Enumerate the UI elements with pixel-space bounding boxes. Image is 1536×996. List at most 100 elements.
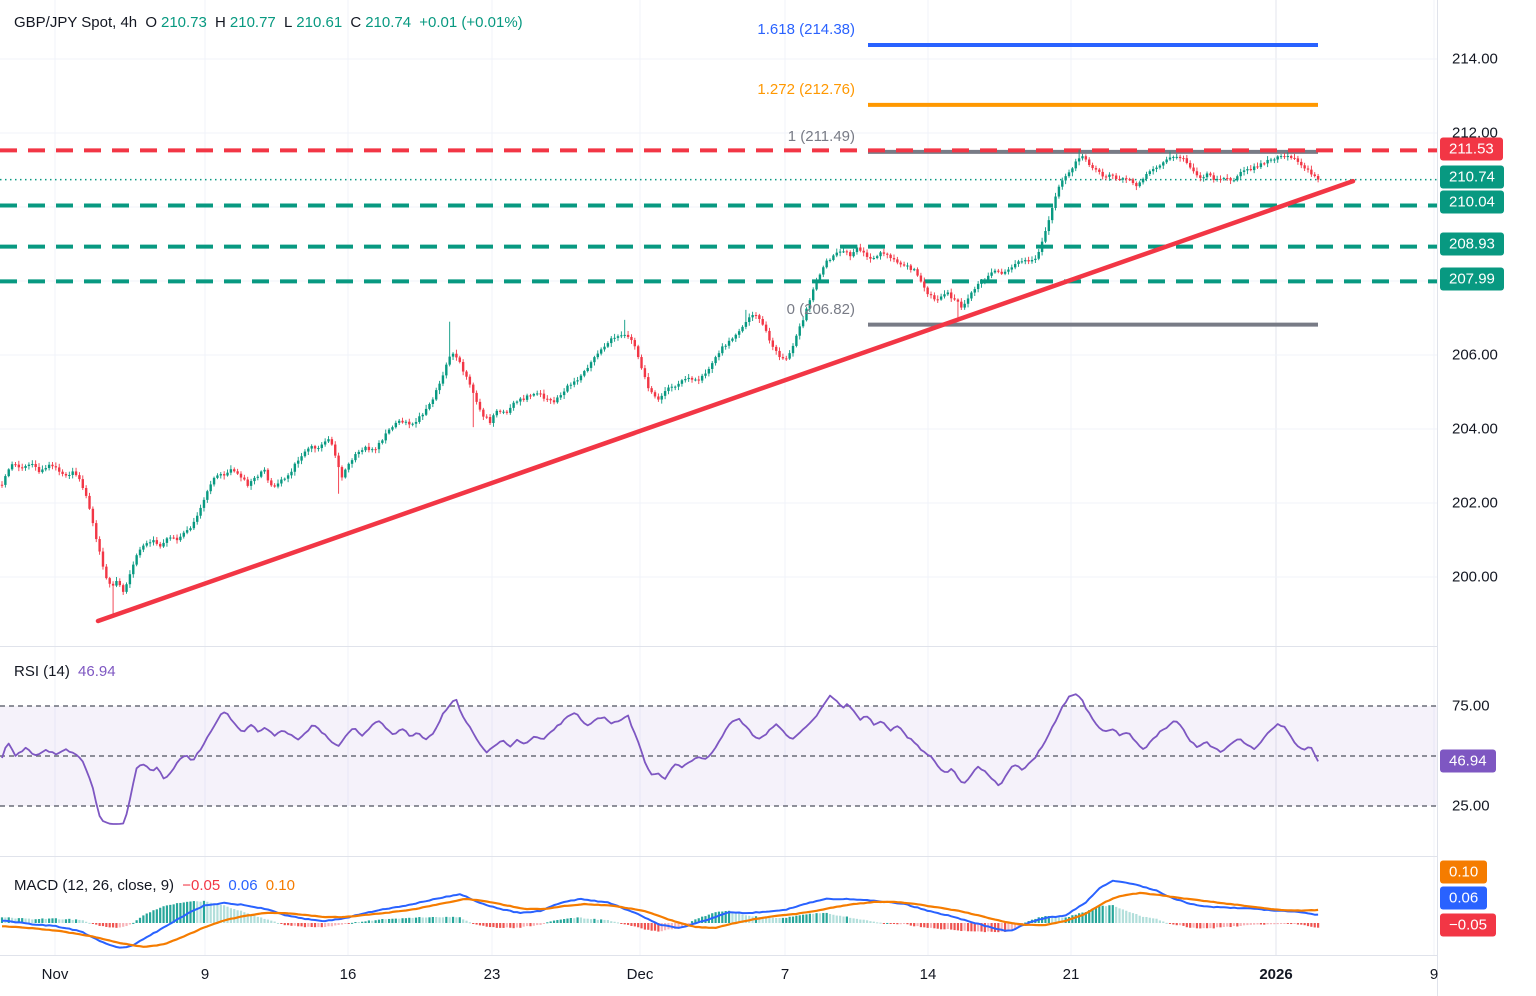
candle-body bbox=[179, 536, 182, 541]
macd-histogram-bar bbox=[943, 923, 946, 930]
rsi-legend[interactable]: RSI (14) 46.94 bbox=[14, 663, 120, 680]
price-badge[interactable]: 211.53 bbox=[1440, 137, 1503, 161]
macd-histogram-bar bbox=[1310, 923, 1313, 927]
macd-histogram-bar bbox=[835, 915, 838, 923]
time-axis-label[interactable]: 23 bbox=[483, 966, 501, 983]
pane-divider-rsi-macd[interactable] bbox=[0, 856, 1437, 857]
candle-body bbox=[515, 401, 519, 403]
macd-histogram-bar bbox=[781, 917, 785, 923]
candle-body bbox=[1024, 260, 1027, 262]
candle-body bbox=[397, 420, 401, 423]
candle-body bbox=[435, 390, 438, 400]
trend-line[interactable] bbox=[95, 178, 1356, 624]
macd-histogram-bar bbox=[1313, 923, 1316, 928]
candle-body bbox=[1061, 180, 1064, 187]
price-axis-label: 204.00 bbox=[1452, 420, 1498, 438]
macd-histogram-bar bbox=[724, 910, 727, 923]
macd-histogram-bar bbox=[802, 914, 805, 923]
candle-body bbox=[754, 315, 758, 317]
price-badge[interactable]: 0.10 bbox=[1440, 860, 1488, 884]
macd-histogram-bar bbox=[98, 923, 101, 926]
macd-histogram-bar bbox=[909, 923, 912, 926]
candle-body bbox=[862, 250, 865, 253]
time-axis-label[interactable]: 9 bbox=[1429, 966, 1439, 983]
price-badge[interactable]: 0.06 bbox=[1440, 886, 1488, 910]
candle-body bbox=[4, 476, 7, 485]
price-badge[interactable]: 210.74 bbox=[1440, 165, 1504, 189]
macd-histogram-bar bbox=[882, 923, 885, 924]
candle-body bbox=[286, 475, 290, 479]
macd-histogram-bar bbox=[717, 911, 721, 923]
candle-body bbox=[47, 464, 51, 469]
candle-body bbox=[482, 409, 485, 417]
time-scale[interactable]: Nov 9 16 23 Dec 7 14 21 2026 9 bbox=[0, 956, 1439, 996]
macd-histogram-bar bbox=[983, 923, 986, 933]
macd-histogram-bar bbox=[1165, 922, 1168, 924]
candle-body bbox=[488, 417, 492, 424]
time-axis-label[interactable]: 2026 bbox=[1259, 966, 1293, 983]
candle-body bbox=[1273, 159, 1276, 161]
time-axis-label[interactable]: 7 bbox=[780, 966, 790, 983]
macd-legend[interactable]: MACD (12, 26, close, 9) −0.05 0.06 0.10 bbox=[14, 877, 299, 894]
macd-histogram-bar bbox=[381, 918, 384, 923]
macd-histogram-bar bbox=[586, 918, 589, 923]
macd-histogram-bar bbox=[21, 918, 24, 923]
macd-histogram-bar bbox=[859, 919, 862, 923]
candle-body bbox=[1236, 176, 1239, 181]
candle-body bbox=[44, 468, 47, 470]
macd-histogram-bar bbox=[596, 919, 599, 923]
macd-histogram-bar bbox=[1044, 916, 1047, 923]
candle-body bbox=[1293, 157, 1296, 159]
time-axis-label[interactable]: 16 bbox=[339, 966, 357, 983]
macd-histogram-bar bbox=[593, 918, 596, 923]
candle-body bbox=[24, 465, 27, 468]
candle-body bbox=[845, 251, 849, 253]
macd-panel[interactable] bbox=[0, 857, 1437, 955]
time-axis-label[interactable]: Dec bbox=[626, 966, 654, 983]
macd-histogram-bar bbox=[788, 916, 791, 923]
rsi-panel[interactable] bbox=[0, 647, 1437, 856]
time-axis-label[interactable]: Nov bbox=[41, 966, 69, 983]
candle-body bbox=[1188, 162, 1192, 168]
candle-body bbox=[636, 346, 640, 358]
price-badge[interactable]: 208.93 bbox=[1440, 232, 1504, 256]
macd-histogram-bar bbox=[963, 923, 966, 931]
low-label: L bbox=[283, 14, 293, 31]
candle-body bbox=[886, 253, 889, 255]
macd-histogram-bar bbox=[946, 923, 949, 930]
macd-histogram-bar bbox=[865, 920, 869, 923]
macd-histogram-bar bbox=[993, 923, 997, 933]
symbol-legend[interactable]: GBP/JPY Spot, 4h O 210.73 H 210.77 L 210.61… bbox=[14, 14, 527, 31]
price-panel[interactable] bbox=[0, 0, 1437, 646]
time-axis-label[interactable]: 14 bbox=[919, 966, 937, 983]
price-scale[interactable]: 214.00 212.00 206.00 204.00 202.00 200.00 75.0… bbox=[1438, 0, 1536, 996]
macd-histogram-bar bbox=[1145, 917, 1148, 923]
macd-histogram-bar bbox=[233, 909, 236, 923]
candle-body bbox=[1306, 168, 1310, 170]
price-badge[interactable]: 207.99 bbox=[1440, 267, 1504, 291]
candle-body bbox=[185, 530, 189, 533]
candle-body bbox=[1088, 159, 1091, 166]
candle-body bbox=[1158, 165, 1162, 168]
candle-body bbox=[391, 427, 394, 430]
price-badge[interactable]: 46.94 bbox=[1440, 749, 1496, 773]
price-badge[interactable]: −0.05 bbox=[1440, 913, 1496, 937]
macd-histogram-bar bbox=[1125, 910, 1128, 923]
price-badge[interactable]: 210.04 bbox=[1440, 190, 1504, 214]
candle-body bbox=[983, 279, 987, 283]
candle-body bbox=[532, 393, 536, 396]
pane-divider-main-rsi[interactable] bbox=[0, 646, 1437, 647]
macd-histogram-bar bbox=[179, 902, 182, 923]
candle-body bbox=[249, 481, 253, 486]
macd-histogram-bar bbox=[977, 923, 980, 932]
macd-histogram-bar bbox=[997, 923, 1000, 933]
candle-body bbox=[1259, 163, 1263, 168]
time-axis-label[interactable]: 21 bbox=[1062, 966, 1080, 983]
macd-histogram-bar bbox=[731, 911, 734, 923]
macd-histogram-bar bbox=[546, 922, 549, 924]
candle-body bbox=[613, 337, 616, 339]
macd-histogram-bar bbox=[815, 913, 818, 923]
time-axis-label[interactable]: 9 bbox=[200, 966, 210, 983]
candle-body bbox=[293, 463, 297, 472]
